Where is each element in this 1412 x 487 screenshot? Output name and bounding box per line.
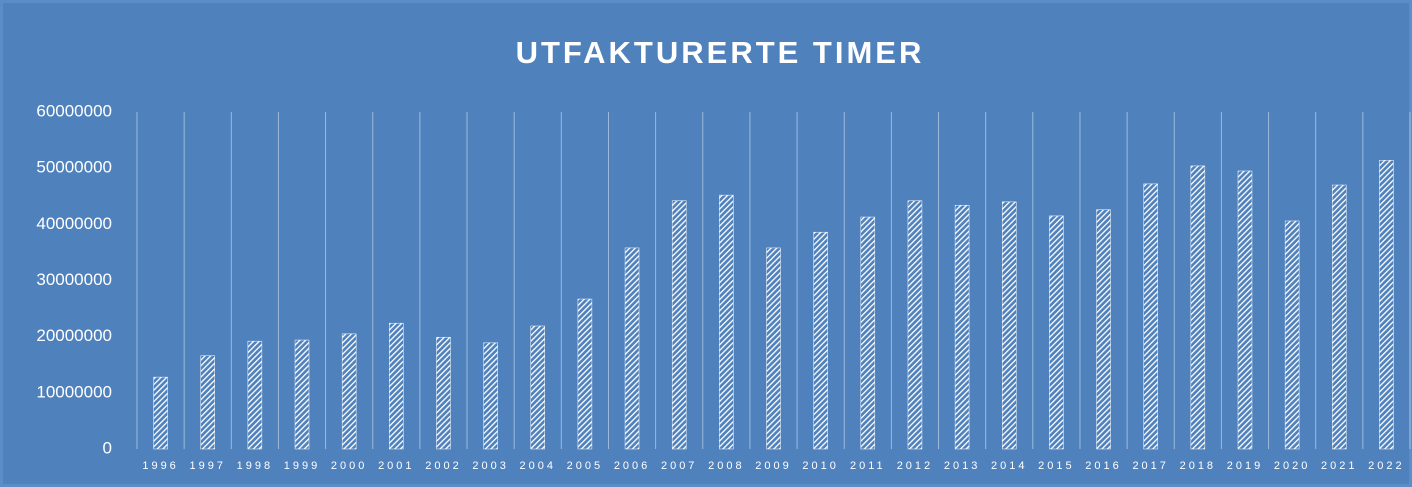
bar: [483, 342, 498, 450]
x-tick-label: 2022: [1368, 460, 1404, 472]
bar: [766, 247, 781, 450]
bar: [247, 340, 263, 450]
x-tick-label: 2017: [1132, 460, 1168, 472]
bar: [1049, 215, 1064, 450]
x-tick-label: 1996: [142, 460, 178, 472]
x-tick-label: 2001: [378, 460, 414, 472]
x-tick-label: 2021: [1321, 460, 1357, 472]
x-tick-label: 2009: [755, 460, 791, 472]
x-tick-label: 2010: [802, 460, 838, 472]
bar: [436, 336, 451, 450]
bar: [1001, 201, 1017, 450]
bar: [671, 200, 687, 450]
bar: [530, 325, 546, 450]
y-tick-label: 50000000: [36, 158, 112, 177]
chart-background: [3, 3, 1409, 484]
y-tick-label: 40000000: [36, 214, 112, 233]
x-tick-label: 2006: [614, 460, 650, 472]
bar: [1237, 170, 1253, 450]
x-tick-label: 2003: [472, 460, 508, 472]
y-tick-label: 30000000: [36, 270, 112, 289]
bar: [1332, 184, 1347, 450]
x-tick-label: 2019: [1227, 460, 1263, 472]
x-tick-label: 2012: [897, 460, 933, 472]
x-tick-label: 2014: [991, 460, 1027, 472]
x-tick-label: 2008: [708, 460, 744, 472]
x-tick-label: 2016: [1085, 460, 1121, 472]
bar: [1284, 220, 1300, 450]
x-tick-label: 2013: [944, 460, 980, 472]
chart-title: UTFAKTURERTE TIMER: [516, 35, 925, 70]
x-tick-label: 2015: [1038, 460, 1074, 472]
x-tick-label: 2020: [1274, 460, 1310, 472]
x-tick-label: 1999: [284, 460, 320, 472]
bar: [200, 355, 215, 450]
bar: [624, 247, 640, 450]
bar: [153, 376, 168, 450]
y-tick-label: 60000000: [36, 101, 112, 120]
y-tick-label: 20000000: [36, 326, 112, 345]
y-tick-label: 0: [103, 438, 112, 457]
bar: [294, 339, 310, 450]
bar: [860, 216, 876, 450]
bar: [1379, 160, 1394, 450]
bar: [389, 322, 404, 450]
x-tick-label: 2007: [661, 460, 697, 472]
x-tick-label: 1997: [189, 460, 225, 472]
bar: [1096, 209, 1111, 450]
x-tick-label: 2004: [520, 460, 556, 472]
y-tick-label: 10000000: [36, 382, 112, 401]
x-tick-label: 1998: [237, 460, 273, 472]
bar: [1190, 165, 1206, 450]
x-tick-label: 2018: [1180, 460, 1216, 472]
x-tick-label: 2002: [425, 460, 461, 472]
bar: [719, 194, 734, 450]
x-tick-label: 2005: [567, 460, 603, 472]
x-tick-label: 2011: [850, 460, 886, 472]
bar: [1143, 183, 1158, 450]
x-tick-label: 2000: [331, 460, 367, 472]
bar: [907, 200, 923, 450]
bar: [813, 231, 828, 450]
bar: [954, 204, 970, 450]
bar: [577, 298, 593, 450]
bar: [341, 333, 357, 450]
